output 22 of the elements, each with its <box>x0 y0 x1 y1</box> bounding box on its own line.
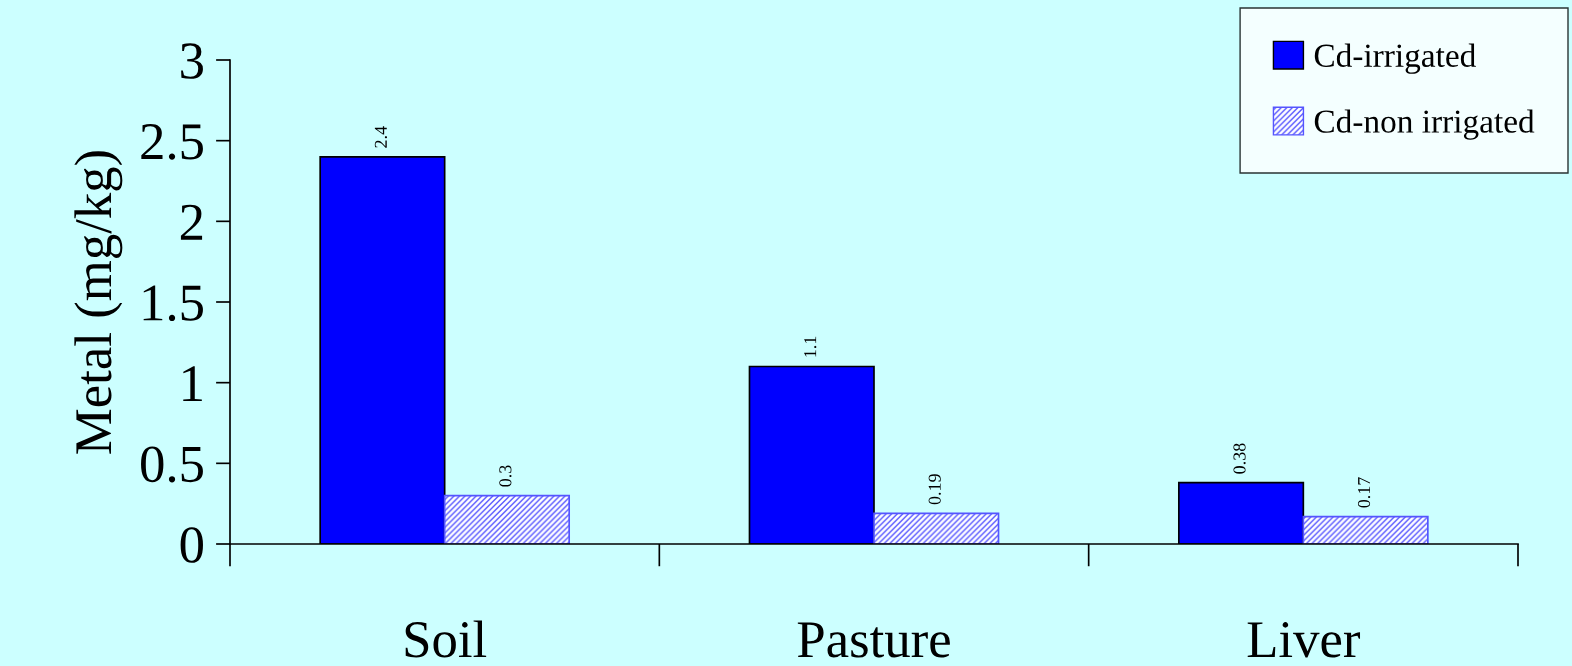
y-tick-label: 0.5 <box>141 446 203 483</box>
x-tick-label: Pasture <box>797 622 950 658</box>
y-tick-label: 1.5 <box>143 285 203 322</box>
bar <box>873 512 1000 544</box>
y-tick-label: 0 <box>180 527 203 563</box>
data-label: 2.4 <box>374 126 388 148</box>
data-label: 0.17 <box>1357 477 1371 508</box>
bar <box>1302 515 1429 544</box>
y-tick-label: 2 <box>180 204 203 240</box>
legend-label: Cd-non irrigated <box>1314 109 1535 140</box>
bar <box>443 494 571 544</box>
y-tick-label: 1 <box>183 366 202 401</box>
x-tick-label: Liver <box>1247 622 1361 658</box>
y-axis-title: Metal (mg/kg) <box>74 151 123 454</box>
data-label: 0.38 <box>1233 443 1246 474</box>
legend-label: Cd-irrigated <box>1314 43 1476 74</box>
data-label: 1.1 <box>804 336 817 357</box>
y-tick-label: 2.5 <box>141 124 203 160</box>
y-tick-label: 3 <box>181 43 203 79</box>
data-label: 0.19 <box>928 474 941 505</box>
data-label: 0.3 <box>499 465 512 487</box>
x-tick-label: Soil <box>405 620 487 658</box>
